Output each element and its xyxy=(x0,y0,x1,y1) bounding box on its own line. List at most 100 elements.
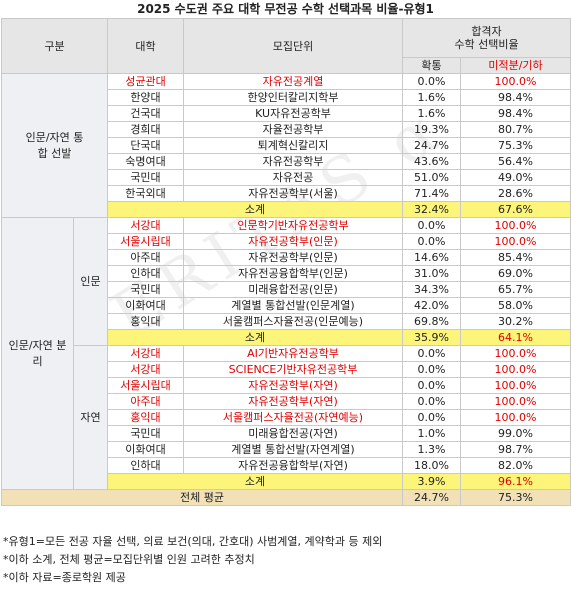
prob-cell: 34.3% xyxy=(402,281,461,298)
univ-cell: 경희대 xyxy=(107,121,184,138)
prob-cell: 24.7% xyxy=(402,137,461,154)
total-row: 전체 평균 24.7% 75.3% xyxy=(1,489,571,506)
calc-cell: 75.3% xyxy=(460,137,571,154)
calc-cell: 100.0% xyxy=(460,377,571,394)
prob-cell: 1.0% xyxy=(402,425,461,442)
calc-cell: 98.4% xyxy=(460,89,571,106)
calc-cell: 82.0% xyxy=(460,457,571,474)
unit-cell: 퇴계혁신칼리지 xyxy=(183,137,403,154)
calc-cell: 69.0% xyxy=(460,265,571,282)
univ-cell: 홍익대 xyxy=(107,313,184,330)
group-separate-label: 인문/자연 분리 xyxy=(8,338,67,368)
prob-cell: 19.3% xyxy=(402,121,461,138)
table-row: 인하대 자유전공융합학부(자연) 18.0% 82.0% xyxy=(2,457,571,474)
univ-cell: 홍익대 xyxy=(107,409,184,426)
ratio-table: 구분 대학 모집단위 합격자 수학 선택비율 확통 미적분/기하 인문/자연 통… xyxy=(1,18,571,506)
subtotal-prob: 32.4% xyxy=(402,201,461,218)
header-unit: 모집단위 xyxy=(183,18,403,74)
header-pass-sub: 수학 선택비율 xyxy=(454,38,519,51)
calc-cell: 100.0% xyxy=(460,361,571,378)
unit-cell: 자유전공학부 xyxy=(183,153,403,170)
univ-cell: 서울시립대 xyxy=(107,233,184,250)
unit-cell: 자유전공학부(자연) xyxy=(183,393,403,410)
unit-cell: 자율전공학부 xyxy=(183,121,403,138)
header-pass-top: 합격자 xyxy=(471,25,502,38)
unit-cell: 미래융합전공(인문) xyxy=(183,281,403,298)
calc-cell: 100.0% xyxy=(460,409,571,426)
group-integrated-label: 인문/자연 통합 선발 xyxy=(25,130,84,160)
prob-cell: 0.0% xyxy=(402,393,461,410)
header-row: 구분 대학 모집단위 합격자 수학 선택비율 xyxy=(1,18,571,74)
unit-cell: 자유전공계열 xyxy=(183,73,403,90)
calc-cell: 100.0% xyxy=(460,73,571,90)
unit-cell: SCIENCE기반자유전공학부 xyxy=(183,361,403,378)
unit-cell: 미래융합전공(자연) xyxy=(183,425,403,442)
table-row: 국민대 자유전공 51.0% 49.0% xyxy=(2,169,571,186)
group-integrated: 인문/자연 통합 선발 xyxy=(1,73,108,218)
calc-cell: 56.4% xyxy=(460,153,571,170)
unit-cell: 계열별 통합선발(인문계열) xyxy=(183,297,403,314)
univ-cell: 아주대 xyxy=(107,249,184,266)
prob-cell: 51.0% xyxy=(402,169,461,186)
calc-cell: 80.7% xyxy=(460,121,571,138)
unit-cell: 한양인터칼리지학부 xyxy=(183,89,403,106)
footnote-1: *유형1=모든 전공 자율 선택, 의료 보건(의대, 간호대) 사범계열, 계… xyxy=(3,535,383,548)
prob-cell: 14.6% xyxy=(402,249,461,266)
table-row: 건국대 KU자유전공학부 1.6% 98.4% xyxy=(2,105,571,122)
header-prob: 확통 xyxy=(402,57,461,74)
unit-cell: AI기반자유전공학부 xyxy=(183,345,403,362)
prob-cell: 43.6% xyxy=(402,153,461,170)
header-pass-ratio: 합격자 수학 선택비율 xyxy=(402,18,571,58)
table-row: 인문/자연 분리 인문 서강대 인문학기반자유전공학부 0.0% 100.0% xyxy=(1,217,571,490)
total-label: 전체 평균 xyxy=(1,489,403,506)
unit-cell: 자유전공융합학부(자연) xyxy=(183,457,403,474)
univ-cell: 단국대 xyxy=(107,137,184,154)
subtotal-row: 소계 35.9% 64.1% xyxy=(2,329,571,346)
subtotal-row: 소계 32.4% 67.6% xyxy=(2,201,571,218)
group-separate: 인문/자연 분리 xyxy=(1,217,74,490)
calc-cell: 99.0% xyxy=(460,425,571,442)
subtotal-label: 소계 xyxy=(107,329,403,346)
unit-cell: 서울캠퍼스자율전공(자연예능) xyxy=(183,409,403,426)
univ-cell: 인하대 xyxy=(107,265,184,282)
calc-cell: 28.6% xyxy=(460,185,571,202)
prob-cell: 0.0% xyxy=(402,233,461,250)
calc-cell: 100.0% xyxy=(460,393,571,410)
calc-cell: 100.0% xyxy=(460,217,571,234)
univ-cell: 건국대 xyxy=(107,105,184,122)
subtotal-prob: 35.9% xyxy=(402,329,461,346)
page-title: 2025 수도권 주요 대학 무전공 수학 선택과목 비율-유형1 xyxy=(137,2,434,16)
univ-cell: 숙명여대 xyxy=(107,153,184,170)
header-group: 구분 xyxy=(1,18,108,74)
prob-cell: 18.0% xyxy=(402,457,461,474)
subtotal-label: 소계 xyxy=(107,201,403,218)
prob-cell: 1.3% xyxy=(402,441,461,458)
prob-cell: 1.6% xyxy=(402,89,461,106)
group-humanities: 인문 xyxy=(73,217,108,346)
calc-cell: 85.4% xyxy=(460,249,571,266)
prob-cell: 0.0% xyxy=(402,217,461,234)
total-calc: 75.3% xyxy=(460,489,571,506)
footnote-3: *이하 자료=종로학원 제공 xyxy=(3,571,126,584)
prob-cell: 0.0% xyxy=(402,345,461,362)
prob-cell: 69.8% xyxy=(402,313,461,330)
subtotal-calc: 67.6% xyxy=(460,201,571,218)
table-row: 인문/자연 통합 선발 성균관대 자유전공계열 0.0% 100.0% xyxy=(1,73,571,218)
table-row: 숙명여대 자유전공학부 43.6% 56.4% xyxy=(2,153,571,170)
total-prob: 24.7% xyxy=(402,489,461,506)
header-univ: 대학 xyxy=(107,18,184,74)
table-row: 한국외대 자유전공학부(서울) 71.4% 28.6% xyxy=(2,185,571,202)
calc-cell: 49.0% xyxy=(460,169,571,186)
univ-cell: 국민대 xyxy=(107,425,184,442)
calc-cell: 98.7% xyxy=(460,441,571,458)
univ-cell: 서울시립대 xyxy=(107,377,184,394)
univ-cell: 한양대 xyxy=(107,89,184,106)
footnote-2: *이하 소계, 전체 평균=모집단위별 인원 고려한 추정치 xyxy=(3,553,255,566)
prob-cell: 42.0% xyxy=(402,297,461,314)
univ-cell: 이화여대 xyxy=(107,297,184,314)
univ-cell: 이화여대 xyxy=(107,441,184,458)
calc-cell: 30.2% xyxy=(460,313,571,330)
unit-cell: KU자유전공학부 xyxy=(183,105,403,122)
univ-cell: 성균관대 xyxy=(107,73,184,90)
univ-cell: 국민대 xyxy=(107,169,184,186)
